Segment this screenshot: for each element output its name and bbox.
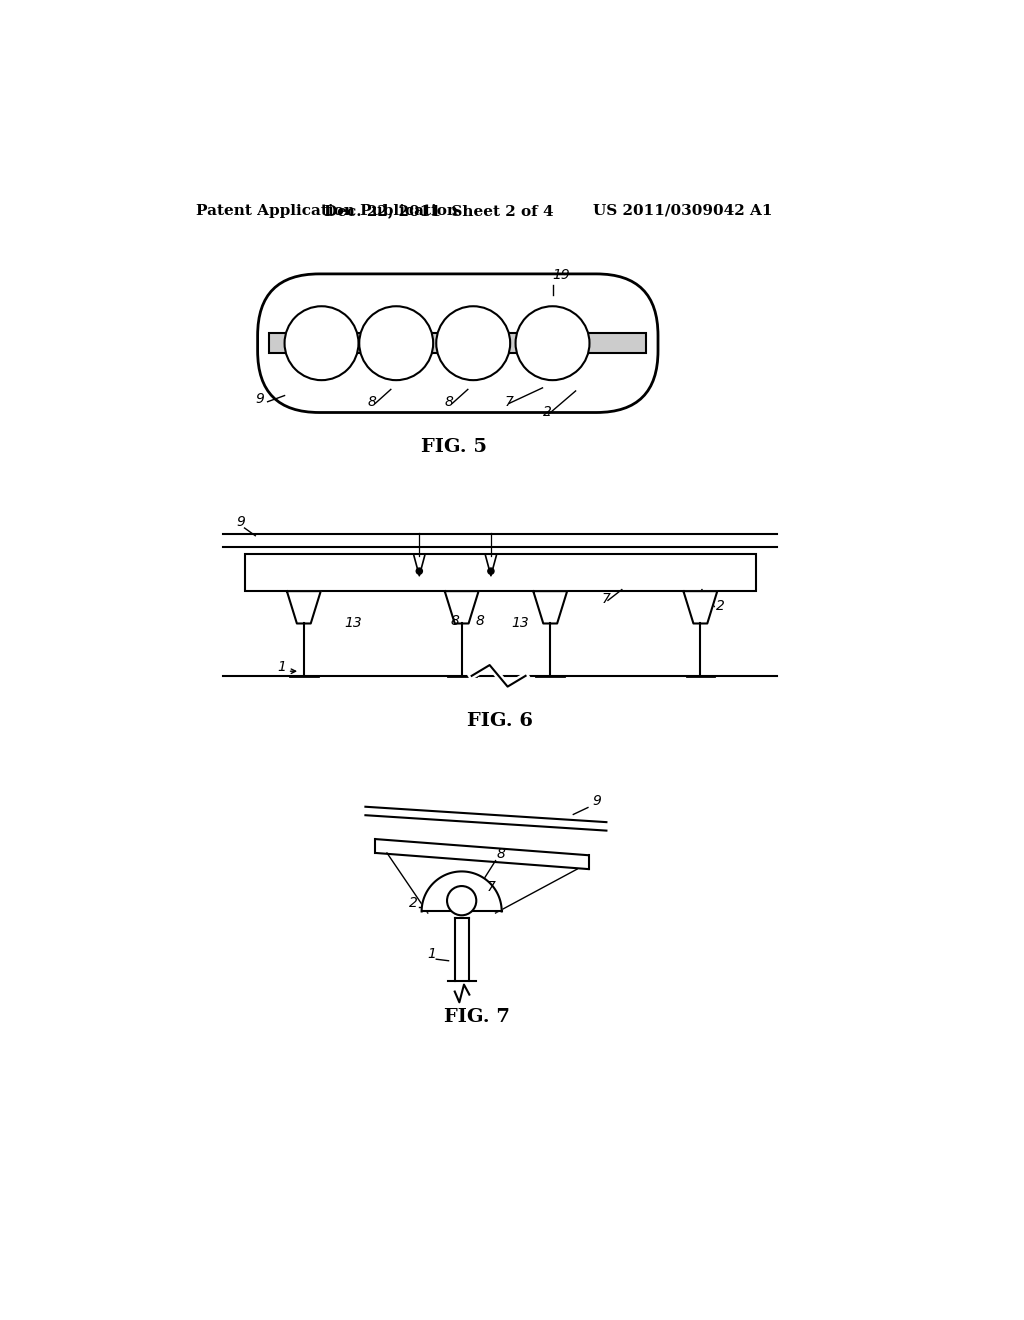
Text: 8: 8 [451, 614, 459, 628]
Circle shape [285, 306, 358, 380]
Text: 7: 7 [505, 396, 514, 409]
Text: FIG. 5: FIG. 5 [421, 438, 487, 457]
Text: 2: 2 [543, 405, 551, 420]
Text: 9: 9 [255, 392, 264, 407]
Polygon shape [444, 591, 478, 623]
Text: 9: 9 [593, 795, 601, 808]
Text: 8: 8 [475, 614, 484, 628]
Text: 1: 1 [276, 660, 286, 675]
Text: 7: 7 [602, 593, 610, 606]
FancyBboxPatch shape [258, 275, 658, 412]
Circle shape [447, 886, 476, 915]
Bar [245, 554, 756, 591]
Text: US 2011/0309042 A1: US 2011/0309042 A1 [593, 203, 772, 218]
Text: Dec. 22, 2011  Sheet 2 of 4: Dec. 22, 2011 Sheet 2 of 4 [324, 203, 553, 218]
Polygon shape [683, 591, 717, 623]
Text: 8: 8 [497, 846, 505, 861]
Circle shape [436, 306, 510, 380]
Circle shape [416, 568, 422, 574]
Text: 7: 7 [486, 880, 496, 895]
Text: 13: 13 [345, 615, 362, 630]
Text: FIG. 6: FIG. 6 [467, 711, 534, 730]
Text: 8: 8 [444, 396, 454, 409]
Text: 9: 9 [237, 515, 246, 529]
Polygon shape [534, 591, 567, 623]
Polygon shape [287, 591, 321, 623]
Circle shape [515, 306, 590, 380]
Text: Patent Application Publication: Patent Application Publication [196, 203, 458, 218]
Text: FIG. 7: FIG. 7 [444, 1008, 510, 1026]
Bar [269, 333, 646, 354]
Text: 2: 2 [716, 599, 725, 612]
Circle shape [487, 568, 494, 574]
Text: 1: 1 [427, 946, 436, 961]
Text: 19: 19 [553, 268, 570, 282]
Text: 8: 8 [368, 396, 377, 409]
Circle shape [359, 306, 433, 380]
Text: 2: 2 [410, 896, 418, 909]
Text: 13: 13 [512, 615, 529, 630]
Polygon shape [422, 871, 502, 911]
